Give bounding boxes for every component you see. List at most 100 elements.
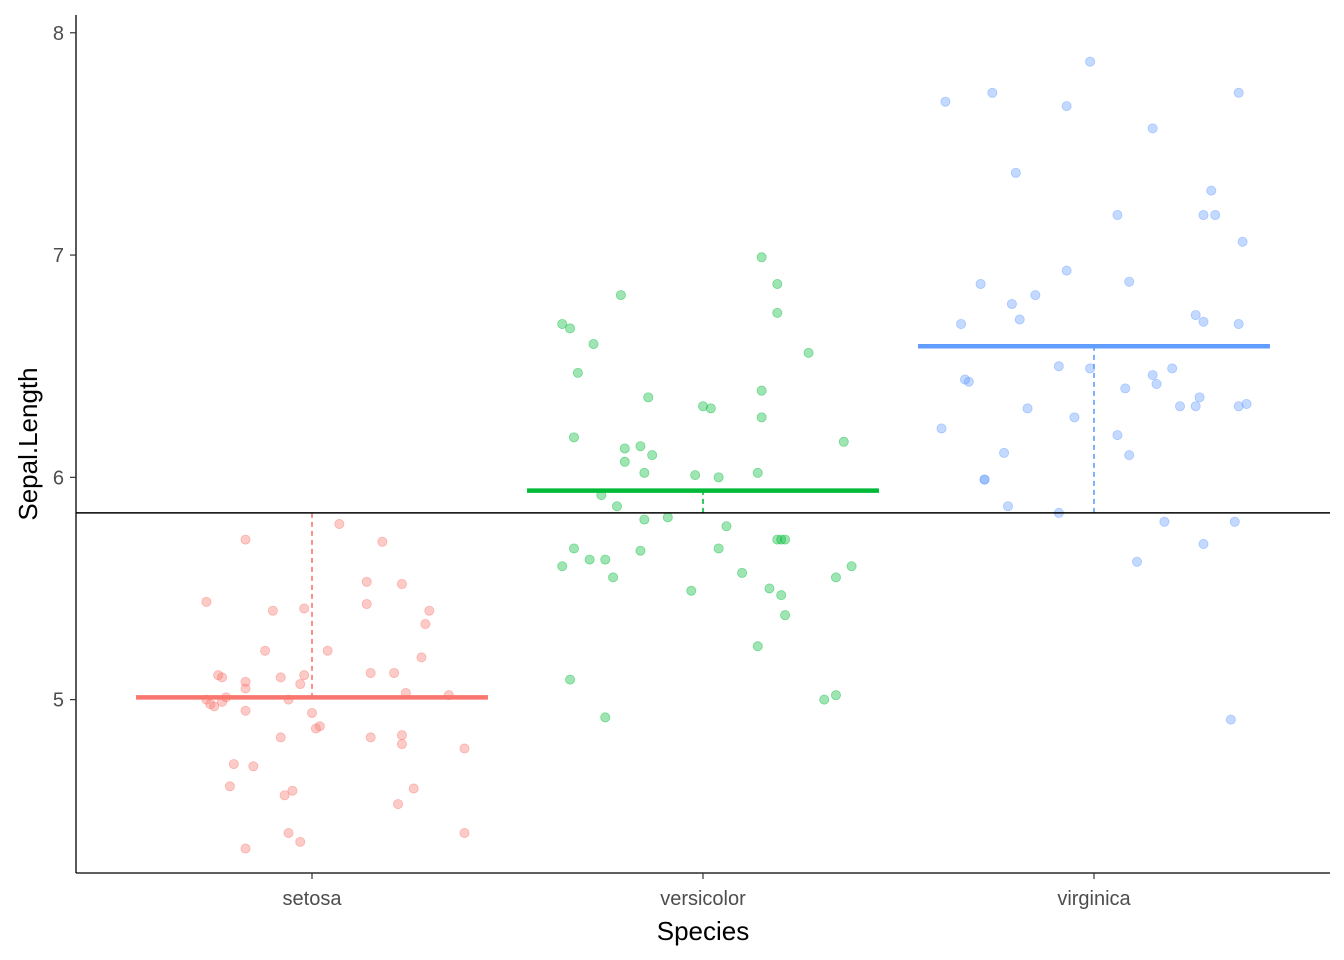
data-point [1151,378,1162,389]
data-point [224,781,235,792]
data-point [752,641,763,652]
data-point [295,679,306,690]
data-point [846,561,857,572]
data-point [1061,265,1072,276]
data-point [275,732,286,743]
data-point [752,467,763,478]
data-point [584,554,595,565]
data-point [424,605,435,616]
data-point [721,521,732,532]
data-point [322,645,333,656]
data-point [310,723,321,734]
data-point [1022,403,1033,414]
data-point [803,347,814,358]
data-point [213,670,224,681]
data-point [698,401,709,412]
data-point [240,683,251,694]
data-point [737,567,748,578]
data-point [756,385,767,396]
data-point [713,543,724,554]
data-point [1030,290,1041,301]
data-point [396,730,407,741]
data-point [1175,401,1186,412]
series-versicolor [527,252,879,723]
data-point [639,467,650,478]
data-point [459,743,470,754]
data-point [396,739,407,750]
data-point [306,707,317,718]
data-point [275,672,286,683]
data-point [690,470,701,481]
data-point [1210,210,1221,221]
data-point [764,583,775,594]
data-point [568,432,579,443]
data-point [772,534,783,545]
series-setosa [136,512,488,854]
y-tick-label: 7 [53,245,64,267]
data-point [1198,316,1209,327]
data-point [1053,361,1064,372]
data-point [334,519,345,530]
data-point [1237,236,1248,247]
data-point [248,761,259,772]
data-point [780,610,791,621]
data-point [1167,363,1178,374]
data-point [295,836,306,847]
data-point [396,579,407,590]
data-point [635,441,646,452]
data-point [1124,276,1135,287]
data-point [830,690,841,701]
data-point [228,759,239,770]
data-point [1069,412,1080,423]
data-point [365,667,376,678]
data-point [940,96,951,107]
data-point [975,278,986,289]
data-point [283,827,294,838]
data-point [459,827,470,838]
data-point [1233,87,1244,98]
data-point [1194,392,1205,403]
data-point [662,512,673,523]
y-tick-label: 8 [53,23,64,45]
data-point [420,619,431,630]
data-point [1147,370,1158,381]
data-point [217,672,228,683]
data-point [963,376,974,387]
x-tick-label: virginica [1057,888,1131,910]
data-point [838,436,849,447]
data-point [619,443,630,454]
data-point [240,534,251,545]
tick-labels: 5 6 7 8 setosa versicolor virginica [53,23,1132,910]
data-point [608,572,619,583]
data-point [1233,318,1244,329]
data-point [240,705,251,716]
data-point [1229,516,1240,527]
data-point [776,590,787,601]
data-point [643,392,654,403]
x-axis-title: Species [657,916,750,946]
data-point [1159,516,1170,527]
data-point [287,785,298,796]
data-point [377,536,388,547]
data-point [713,472,724,483]
x-tick-label: versicolor [660,888,746,910]
data-point [1241,398,1252,409]
data-point [365,732,376,743]
data-point [999,447,1010,458]
data-point [600,712,611,723]
data-point [1233,401,1244,412]
data-point [819,694,830,705]
y-tick-label: 5 [53,690,64,712]
data-point [756,412,767,423]
data-point [361,599,372,610]
data-point [1147,123,1158,134]
series-virginica [918,56,1270,725]
data-point [557,561,568,572]
data-point [565,674,576,685]
x-tick-label: setosa [283,888,343,910]
data-point [201,596,212,607]
data-point [1132,556,1143,567]
data-point [557,318,568,329]
data-point [987,87,998,98]
data-point [299,670,310,681]
